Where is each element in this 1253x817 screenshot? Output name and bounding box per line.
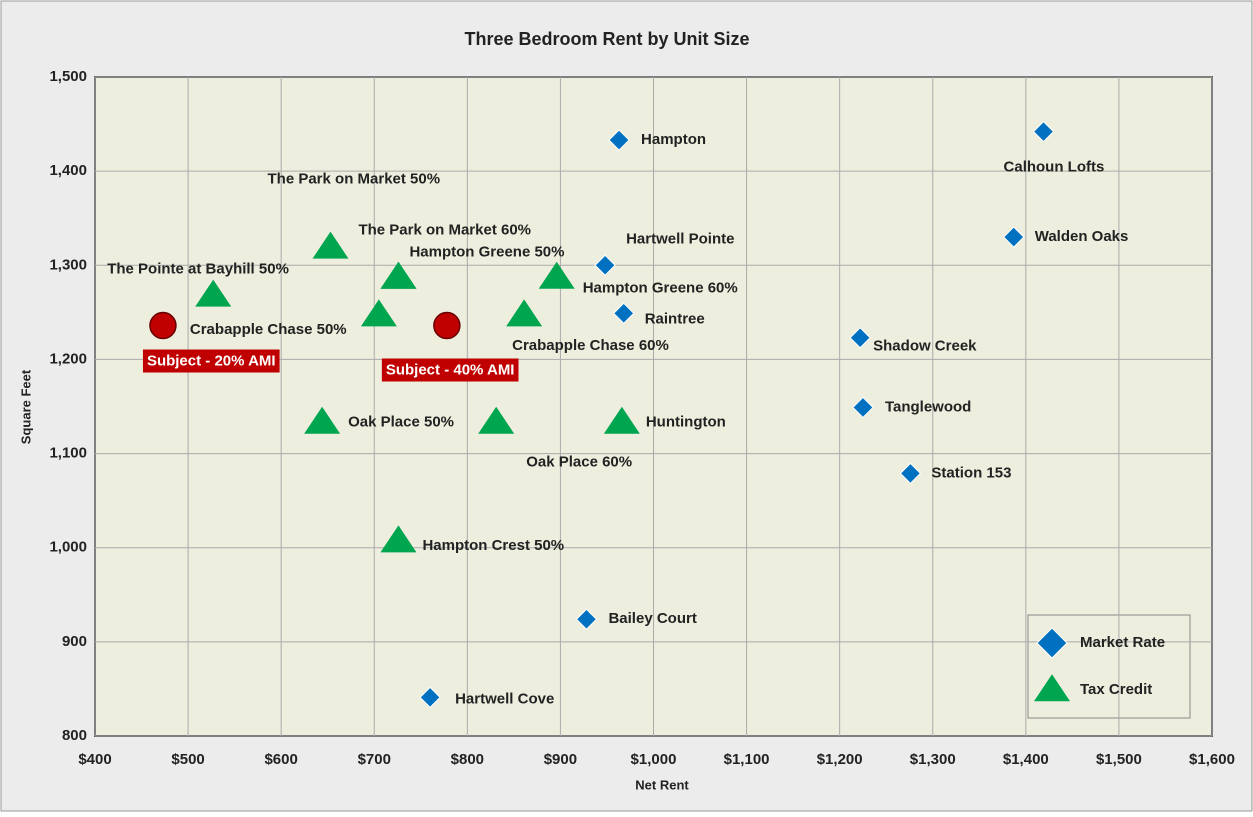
point-label: Station 153 [931,464,1011,481]
point-label: Shadow Creek [873,338,977,355]
x-tick-label: $1,600 [1189,751,1235,768]
y-tick-label: 1,000 [49,539,87,556]
y-axis-label: Square Feet [18,369,33,444]
point [433,311,461,340]
point [852,396,874,419]
point [1032,120,1055,143]
x-tick-label: $1,200 [817,751,863,768]
y-tick-label: 800 [62,727,87,744]
point-label: The Park on Market 60% [358,221,531,238]
point-label: Crabapple Chase 60% [512,337,669,354]
point [478,406,515,434]
chart-title: Three Bedroom Rent by Unit Size [464,29,749,49]
point-label: Bailey Court [608,610,696,627]
y-tick-label: 1,500 [49,68,87,85]
point-label: Subject - 20% AMI [147,353,276,370]
x-tick-label: $500 [171,751,204,768]
point-label: The Park on Market 50% [268,170,441,187]
point-label: Tanglewood [885,398,971,415]
point [149,311,177,340]
point [506,299,543,327]
point [849,327,871,349]
point-label: Subject - 40% AMI [386,362,515,379]
point-label: Huntington [646,413,726,430]
x-tick-label: $1,400 [1003,751,1049,768]
point [613,302,635,325]
point [594,254,616,276]
point [538,261,575,289]
point-label: The Pointe at Bayhill 50% [107,260,289,277]
point [575,608,598,630]
x-axis-label: Net Rent [635,777,689,792]
x-tick-label: $1,100 [724,751,770,768]
point-label: Hampton Crest 50% [422,537,564,554]
point [195,279,232,307]
x-tick-label: $900 [544,751,577,768]
point-label: Oak Place 60% [526,453,632,470]
point [380,525,417,553]
point [899,462,922,485]
point [304,406,341,434]
point-label: Oak Place 50% [348,413,454,430]
point-label: Walden Oaks [1035,228,1129,245]
y-tick-label: 1,200 [49,350,87,367]
point [603,406,640,434]
point-label: Hartwell Cove [455,690,554,707]
legend-marker [1036,627,1068,659]
point-label: Crabapple Chase 50% [190,321,347,338]
point [608,129,630,151]
x-tick-label: $1,500 [1096,751,1142,768]
point [312,231,349,259]
point [380,261,417,289]
point-label: Calhoun Lofts [1004,159,1105,176]
x-tick-label: $600 [264,751,297,768]
point-label: Hampton [641,131,706,148]
y-tick-label: 1,100 [49,445,87,462]
y-tick-label: 1,300 [49,256,87,273]
point [1003,226,1025,248]
x-tick-label: $700 [358,751,391,768]
y-tick-label: 900 [62,633,87,650]
point [419,686,441,709]
point-label: Hampton Greene 50% [409,243,564,260]
legend-label: Tax Credit [1080,681,1152,698]
point-label: Hartwell Pointe [626,230,734,247]
label-box [381,358,519,382]
label-box [142,349,280,373]
point-label: Raintree [645,310,705,327]
x-tick-label: $800 [451,751,484,768]
x-tick-label: $1,000 [631,751,677,768]
x-tick-label: $400 [78,751,111,768]
y-tick-label: 1,400 [49,162,87,179]
x-tick-label: $1,300 [910,751,956,768]
point-label: Hampton Greene 60% [583,279,738,296]
legend-label: Market Rate [1080,634,1165,651]
legend-marker [1034,674,1070,702]
point [360,299,397,327]
